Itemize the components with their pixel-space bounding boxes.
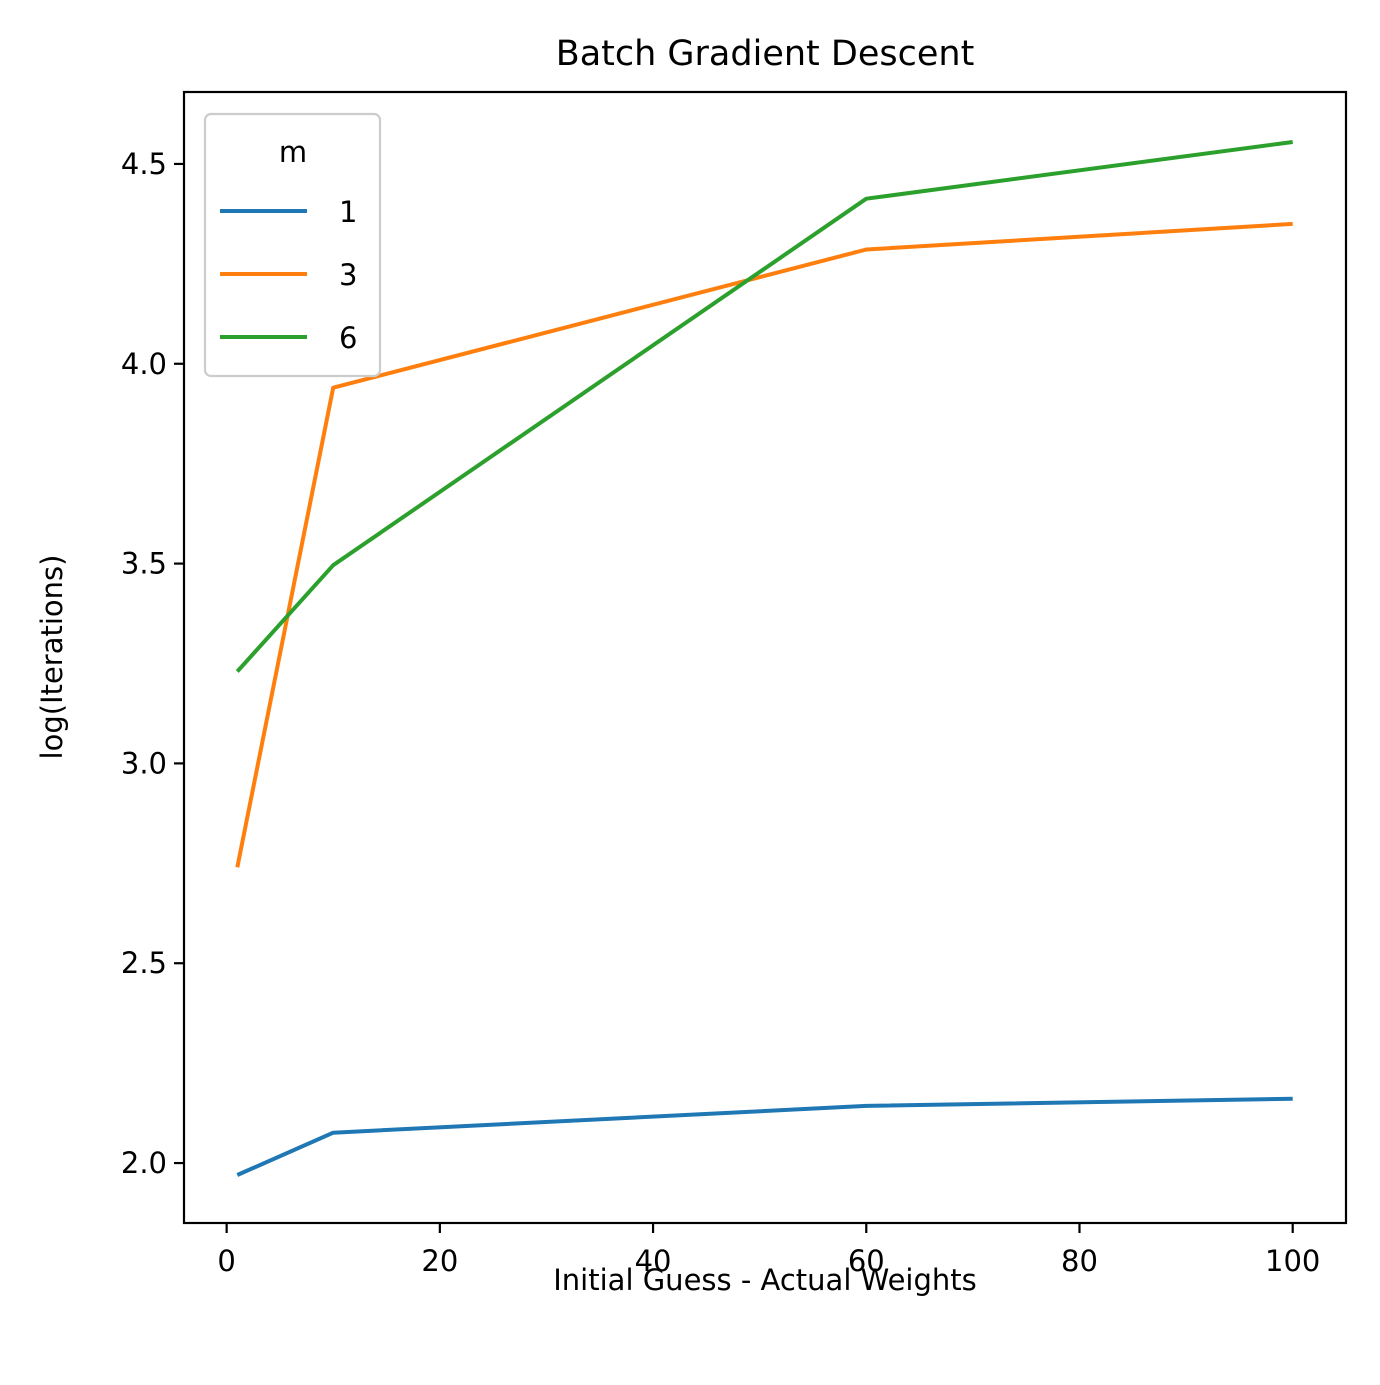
series-layer bbox=[235, 140, 1293, 1177]
x-tick-label: 20 bbox=[421, 1244, 458, 1278]
y-tick-label: 4.5 bbox=[121, 147, 167, 181]
y-axis: 2.0 2.5 3.0 3.5 4.0 4.5 bbox=[121, 147, 184, 1180]
legend-entries: 1 3 6 bbox=[220, 195, 357, 355]
series-line-m-3 bbox=[235, 221, 1293, 868]
y-axis-label: log(Iterations) bbox=[35, 555, 69, 760]
x-tick-label: 100 bbox=[1265, 1244, 1320, 1278]
series-line-m-1 bbox=[236, 1096, 1293, 1177]
x-tick-label: 0 bbox=[217, 1244, 235, 1278]
legend-frame bbox=[203, 112, 382, 378]
series-line-m-6 bbox=[235, 140, 1293, 673]
y-tick-label: 3.0 bbox=[121, 746, 167, 780]
y-tick-label: 3.5 bbox=[121, 547, 167, 581]
plot-area-frame bbox=[182, 90, 1348, 1225]
x-tick-label: 60 bbox=[848, 1244, 885, 1278]
x-tick-label: 40 bbox=[635, 1244, 672, 1278]
y-tick-label: 4.0 bbox=[121, 347, 167, 381]
chart-title: Batch Gradient Descent bbox=[556, 34, 975, 74]
legend-label-m-6: 6 bbox=[339, 321, 357, 355]
legend-label-m-3: 3 bbox=[339, 258, 357, 292]
legend: m 1 3 6 bbox=[203, 112, 382, 378]
x-tick-label: 80 bbox=[1061, 1244, 1098, 1278]
legend-title: m bbox=[279, 135, 307, 169]
x-axis: 0 20 40 60 80 100 bbox=[217, 1223, 1320, 1278]
y-tick-label: 2.0 bbox=[121, 1146, 167, 1180]
legend-label-m-1: 1 bbox=[339, 195, 357, 229]
x-axis-label: Initial Guess - Actual Weights bbox=[553, 1263, 977, 1297]
y-tick-label: 2.5 bbox=[121, 946, 167, 980]
